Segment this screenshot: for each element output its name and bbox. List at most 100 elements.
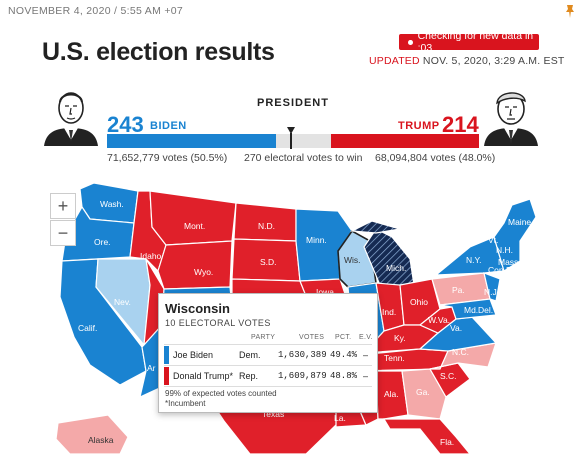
biden-bar-fill [107,134,276,148]
tooltip-divider [164,365,372,366]
map-label-wis: Wis. [344,255,361,265]
zoom-out-button[interactable]: − [50,220,76,246]
biden-electoral-count: 243 [107,112,144,137]
check-new-data-button[interactable]: Checking for new data in :03 [399,30,539,54]
map-label-nc: N.C. [452,347,469,357]
map-label-pa: Pa. [452,285,465,295]
col-header-party: PARTY [251,334,276,341]
candidate-name: Joe Biden [173,350,214,360]
map-label-va: Va. [450,323,462,333]
map-label-mich: Mich. [386,263,406,273]
state-alaska[interactable] [55,414,129,454]
state-florida[interactable] [382,418,471,454]
trump-popular-votes: 68,094,804 votes (48.0%) [375,152,496,164]
biden-swatch [164,346,169,364]
state-michigan-up[interactable] [349,220,401,234]
candidate-party: Dem. [239,350,261,360]
page-title: U.S. election results [42,38,275,66]
map-label-vt: Vt. [488,235,498,245]
updated-time: NOV. 5, 2020, 3:29 A.M. EST [422,55,565,67]
map-label-nev: Nev. [114,297,131,307]
state-tooltip: Wisconsin 10 ELECTORAL VOTES PARTY VOTES… [158,293,378,413]
candidate-ev: – [363,371,369,381]
map-label-ala: Ala. [384,389,399,399]
map-label-ind: Ind. [382,307,396,317]
map-label-ny: N.Y. [466,255,481,265]
map-label-del: Del. [478,305,493,315]
tooltip-state-name: Wisconsin [165,301,230,316]
electoral-vote-bar [107,134,479,148]
candidate-party: Rep. [239,371,259,381]
candidate-pct: 48.8% [330,371,358,381]
map-label-nh: N.H. [496,245,513,255]
col-header-ev: E.V. [359,334,373,341]
tooltip-divider [164,386,372,387]
state-georgia[interactable] [401,368,447,420]
candidate-row: Joe Biden Dem. 1,630,389 49.4% – [164,346,374,364]
map-label-ky: Ky. [394,333,406,343]
tooltip-incumbent-note: *Incumbent [165,399,206,408]
trump-swatch [164,367,169,385]
map-label-ariz: Ar [147,363,156,373]
candidate-votes: 1,630,389 [278,350,327,360]
state-new-england[interactable] [493,198,537,272]
map-label-mont: Mont. [184,221,205,231]
map-label-fla: Fla. [440,437,454,447]
map-label-texas: Texas [262,409,284,419]
col-header-pct: PCT. [335,334,352,341]
trump-name: TRUMP [398,120,440,132]
map-label-minn: Minn. [306,235,327,245]
map-label-ohio: Ohio [410,297,428,307]
map-label-tenn: Tenn. [384,353,405,363]
tooltip-divider [164,344,372,345]
candidate-pct: 49.4% [330,350,358,360]
biden-popular-votes: 71,652,779 votes (50.5%) [107,152,228,164]
map-label-sc: S.C. [440,371,457,381]
map-label-nj: N.J. [484,287,499,297]
tooltip-electoral-votes: 10 ELECTORAL VOTES [165,318,271,328]
map-label-la: La. [334,413,346,423]
map-label-nd: N.D. [258,221,275,231]
map-label-wyo: Wyo. [194,267,213,277]
candidate-ev: – [363,350,369,360]
map-label-ri: R.I. [506,265,519,275]
tooltip-counted: 99% of expected votes counted [165,389,277,398]
map-label-iowa: Iowa [316,287,334,297]
candidate-name: Donald Trump* [173,371,234,381]
updated-timestamp: UPDATED NOV. 5, 2020, 3:29 A.M. EST [369,55,565,67]
state-wyoming[interactable] [157,240,233,290]
map-label-md: Md. [464,305,478,315]
map-label-wash: Wash. [100,199,124,209]
candidate-row: Donald Trump* Rep. 1,609,879 48.8% – [164,367,374,385]
map-label-idaho: Idaho [140,251,162,261]
biden-portrait-icon [44,92,98,146]
map-label-alaska: Alaska [88,435,114,445]
updated-label: UPDATED [369,55,420,67]
state-montana[interactable] [149,190,237,246]
dateline: NOVEMBER 4, 2020 / 5:55 AM +07 [8,5,184,17]
threshold-label: 270 electoral votes to win [244,152,363,164]
candidate-votes: 1,609,879 [278,371,327,381]
col-header-votes: VOTES [299,334,325,341]
map-label-ore: Ore. [94,237,111,247]
check-new-data-label: Checking for new data in :03 [417,30,534,54]
threshold-line [290,133,292,149]
state-maryland-delaware[interactable] [439,298,497,320]
map-label-maine: Maine [508,217,531,227]
threshold-marker-icon [287,127,295,134]
trump-electoral-count: 214 [442,112,479,137]
map-label-sd: S.D. [260,257,277,267]
race-title: PRESIDENT [257,97,329,109]
state-new-jersey[interactable] [483,272,501,302]
zoom-in-button[interactable]: + [50,193,76,219]
map-label-ga: Ga. [416,387,430,397]
trump-bar-fill [330,134,479,148]
map-label-conn: Con. [488,265,506,275]
map-label-wva: W.Va. [428,315,450,325]
live-dot-icon [408,39,413,45]
biden-name: BIDEN [150,120,187,132]
map-label-calif: Calif. [78,323,97,333]
pin-icon[interactable] [564,4,576,18]
map-label-mass: Mass. [498,257,521,267]
trump-portrait-icon [484,92,538,146]
